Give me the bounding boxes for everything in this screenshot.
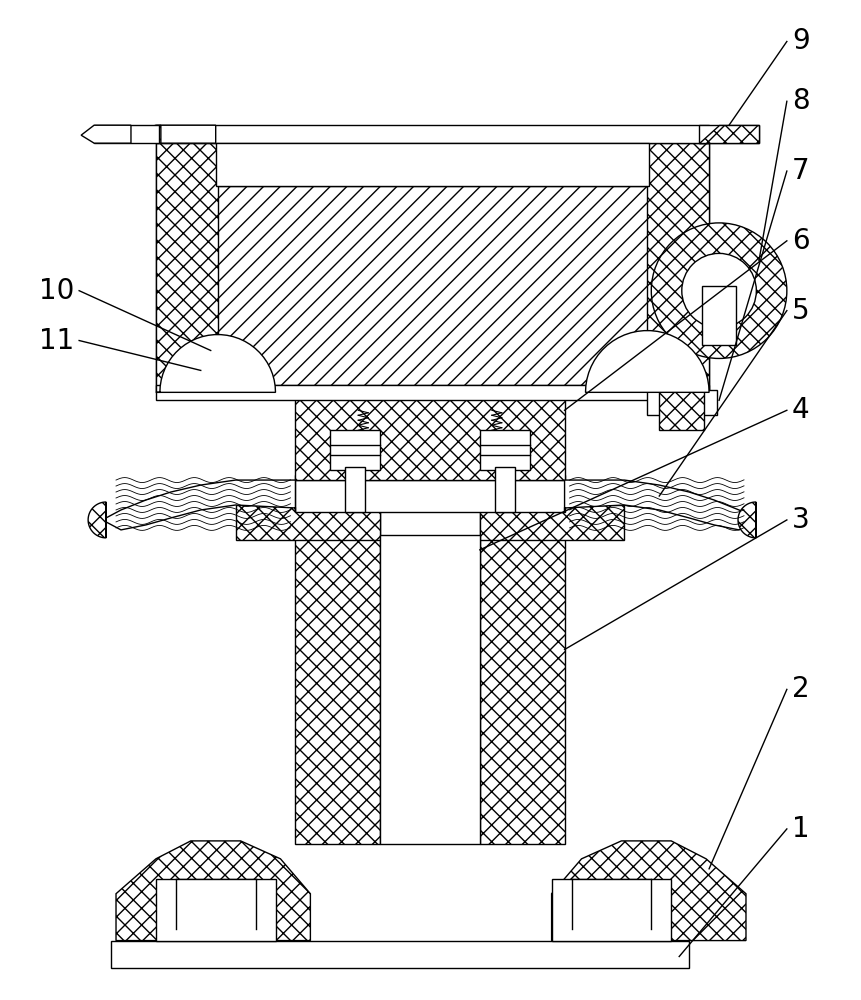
Bar (94, 125, 158, 143)
Bar (111, 941, 688, 968)
Polygon shape (698, 125, 758, 143)
Bar (215, 186, 648, 385)
Polygon shape (131, 125, 215, 143)
Bar (156, 385, 709, 400)
Polygon shape (737, 502, 755, 538)
Bar (380, 535, 480, 844)
Bar (647, 143, 709, 392)
Text: 1: 1 (791, 815, 808, 843)
Bar (480, 505, 623, 540)
Polygon shape (88, 502, 106, 538)
Text: 2: 2 (791, 675, 808, 703)
Bar (551, 879, 671, 941)
Bar (659, 390, 703, 430)
Bar (702, 286, 735, 345)
Bar (156, 143, 709, 392)
Bar (480, 430, 529, 470)
Bar (176, 879, 255, 929)
Bar (215, 143, 648, 186)
Text: 9: 9 (791, 27, 808, 55)
Bar (295, 475, 380, 844)
Bar (295, 390, 564, 480)
Circle shape (681, 253, 755, 328)
Bar (571, 879, 651, 929)
Polygon shape (585, 331, 709, 392)
Text: 7: 7 (791, 157, 808, 185)
Bar (698, 125, 758, 143)
Bar (494, 467, 514, 512)
Bar (295, 480, 564, 512)
Text: 3: 3 (791, 506, 808, 534)
Circle shape (651, 223, 786, 358)
Text: 10: 10 (40, 277, 75, 305)
Polygon shape (564, 480, 755, 530)
Polygon shape (551, 841, 745, 941)
Text: 4: 4 (791, 396, 808, 424)
Bar (235, 505, 380, 540)
Polygon shape (116, 841, 310, 941)
Bar (647, 390, 716, 415)
Bar (330, 430, 380, 470)
Text: 5: 5 (791, 297, 808, 325)
Bar (345, 467, 365, 512)
Bar (156, 879, 276, 941)
Polygon shape (106, 480, 295, 530)
Bar (156, 143, 218, 392)
Bar (480, 475, 564, 844)
Text: 6: 6 (791, 227, 808, 255)
Bar (295, 367, 564, 392)
Bar (156, 125, 709, 143)
Polygon shape (131, 125, 161, 143)
Polygon shape (81, 125, 131, 143)
Text: 8: 8 (791, 87, 808, 115)
Polygon shape (156, 335, 276, 392)
Text: 11: 11 (40, 327, 74, 355)
